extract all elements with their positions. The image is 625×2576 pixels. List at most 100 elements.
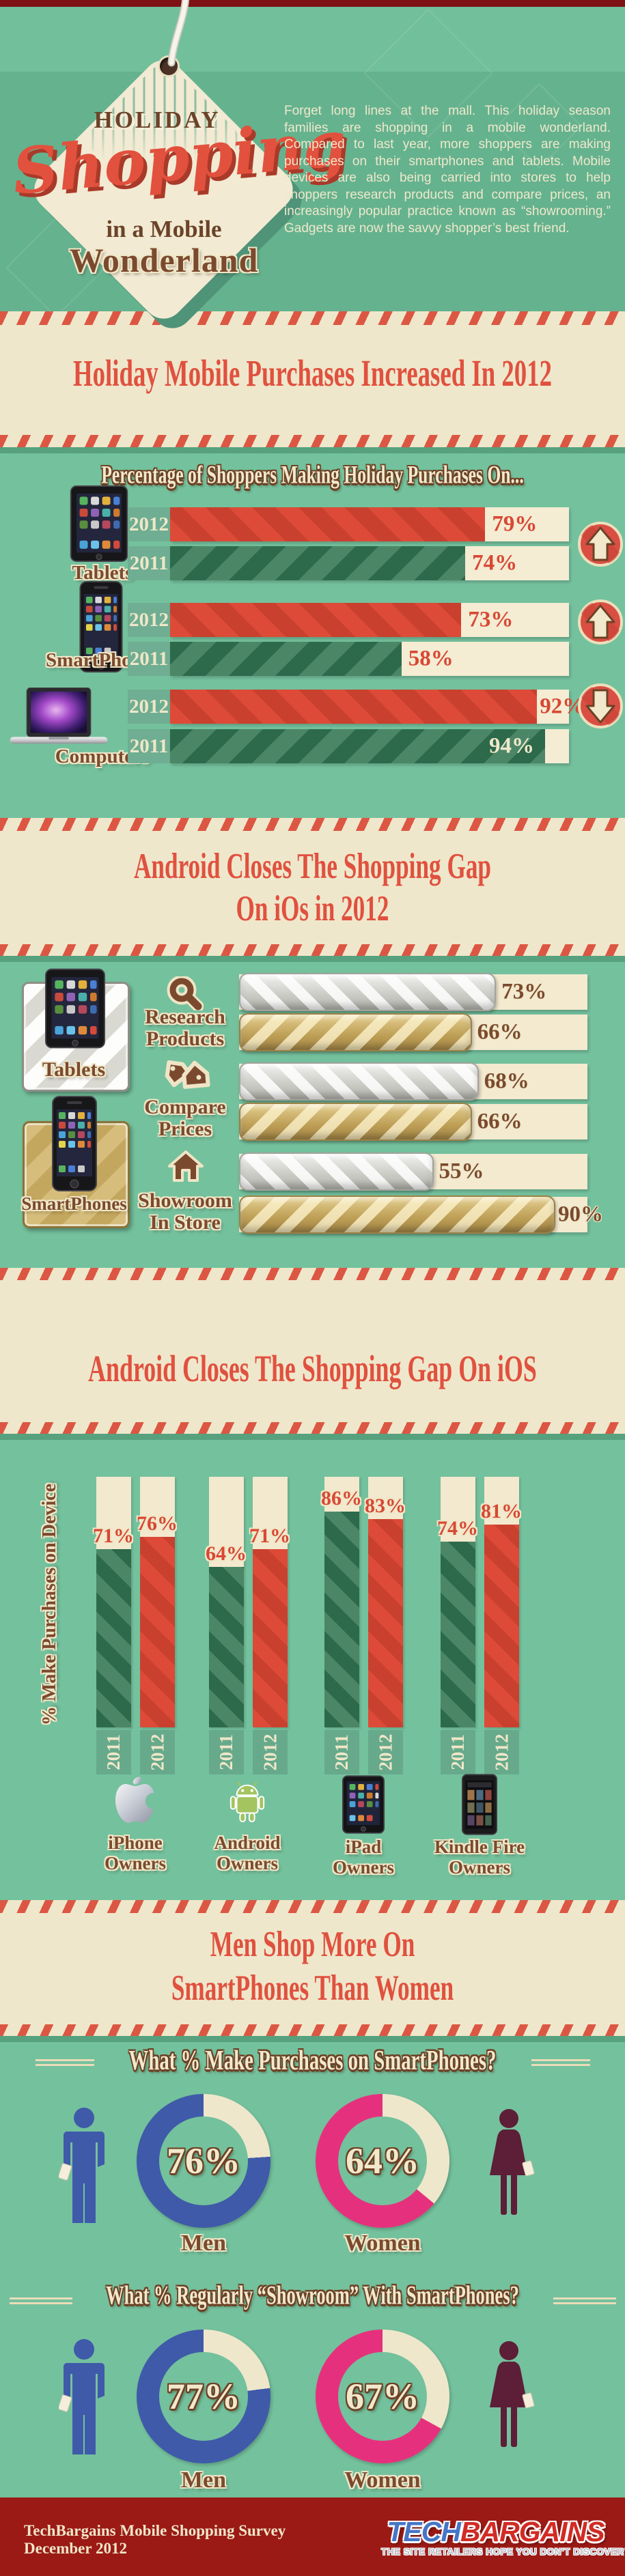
- logo-tagline: THE SITE RETAILERS HOPE YOU DON’T DISCOV…: [381, 2547, 625, 2557]
- bar-fill-smartphones: [239, 1195, 555, 1234]
- column-value: 64%: [206, 1542, 247, 1566]
- section1-title: Holiday Mobile Purchases Increased In 20…: [73, 352, 552, 395]
- bar-row-tablets-2012: 2012 79%: [128, 507, 569, 541]
- down-arrow-icon: [578, 683, 623, 728]
- section4-title-line1: Men Shop More On: [210, 1924, 415, 1964]
- bar-row-smartphones-2012: 2012 73%: [128, 603, 569, 637]
- bar-value: 66%: [477, 1109, 523, 1134]
- candy-stripe-divider: [0, 944, 625, 956]
- section2-title-line2: On iOs in 2012: [236, 888, 389, 929]
- bar-year-label: 2012: [128, 507, 170, 541]
- bar-fill-2011: [170, 729, 545, 763]
- column-value: 86%: [321, 1487, 362, 1510]
- bar-track: 55%: [239, 1152, 587, 1191]
- bar-value: 90%: [558, 1202, 603, 1227]
- bar-row-tablets-2011: 2011 74%: [128, 546, 569, 580]
- laptop-icon: [10, 688, 108, 744]
- label-men: Men: [180, 2467, 227, 2493]
- bar-value: 73%: [468, 607, 514, 632]
- section4-title-line2: SmartPhones Than Women: [171, 1968, 454, 2008]
- tablet-icon: [45, 968, 105, 1049]
- bar-value: 73%: [501, 979, 547, 1004]
- column-track: 83%: [365, 1477, 406, 1727]
- donut-value: 77%: [167, 2376, 240, 2417]
- woman-figure-icon: [490, 2109, 535, 2215]
- bar-track: 73%: [239, 973, 587, 1011]
- man-figure-icon: [59, 2108, 105, 2223]
- bar-track: 79%: [170, 507, 569, 541]
- column-value: 74%: [437, 1517, 478, 1540]
- card-label-tablets: Tablets: [42, 1058, 106, 1081]
- donut-men-showroom: 77%: [137, 2330, 270, 2463]
- column-value: 83%: [365, 1495, 406, 1518]
- up-arrow-icon: [578, 522, 623, 567]
- owner-label-ipad: iPad Owners: [333, 1837, 394, 1878]
- column-year-label: 2012: [140, 1730, 175, 1774]
- candy-stripe-divider: [0, 1268, 625, 1280]
- column-track: 71%: [93, 1477, 134, 1727]
- column-value: 76%: [137, 1512, 178, 1535]
- label-men: Men: [180, 2231, 227, 2256]
- column-fill-2012: [253, 1549, 288, 1727]
- owner-label-kindle-fire: Kindle Fire Owners: [434, 1837, 525, 1878]
- column-fill-2011: [209, 1567, 244, 1727]
- bar-value: 66%: [477, 1019, 523, 1045]
- donut-value: 67%: [346, 2376, 419, 2417]
- column-fill-2012: [368, 1519, 403, 1727]
- column-year-label: 2011: [96, 1730, 131, 1774]
- top-red-bar: [0, 0, 625, 7]
- column-track: 81%: [481, 1477, 522, 1727]
- bar-track: 74%: [170, 546, 569, 580]
- bar-value: 74%: [472, 550, 518, 576]
- logo-tech: TECH: [387, 2516, 461, 2547]
- bar-value: 55%: [439, 1159, 484, 1184]
- activity-label-showroom: Showroom In Store: [138, 1189, 232, 1234]
- y-axis-label: % Make Purchases on Device: [39, 1483, 60, 1726]
- ipad-icon: [342, 1775, 385, 1834]
- column-value: 81%: [481, 1499, 522, 1523]
- label-women: Women: [344, 2231, 421, 2256]
- logo-bargains: BARGAINS: [460, 2516, 605, 2547]
- column-value: 71%: [249, 1525, 290, 1548]
- decorative-line: [10, 2297, 72, 2304]
- bar-fill-smartphones: [239, 1103, 472, 1141]
- donut-value: 64%: [346, 2140, 419, 2181]
- donut-value: 76%: [167, 2140, 240, 2181]
- column-year-label: 2012: [484, 1730, 519, 1774]
- card-label-smartphones: SmartPhones: [21, 1193, 127, 1214]
- candy-stripe-divider: [0, 311, 625, 325]
- column-fill-2012: [140, 1537, 175, 1727]
- bar-fill-2012: [170, 507, 486, 541]
- column-track: 64%: [206, 1477, 247, 1727]
- bar-row-smartphones-2011: 2011 58%: [128, 642, 569, 676]
- price-tags-icon: [165, 1060, 210, 1089]
- candy-stripe-divider: [0, 818, 625, 831]
- bar-fill-tablets: [239, 1152, 434, 1191]
- footer-survey-text: TechBargains Mobile Shopping Survey Dece…: [24, 2522, 286, 2557]
- candy-stripe-divider: [0, 435, 625, 447]
- bar-track: 92%: [170, 690, 585, 724]
- bar-track: 68%: [239, 1062, 587, 1101]
- bar-fill-2012: [170, 690, 538, 724]
- bar-fill-smartphones: [239, 1013, 472, 1051]
- column-year-label: 2012: [253, 1730, 288, 1774]
- section3-title: Android Closes The Shopping Gap On iOS: [88, 1347, 537, 1390]
- bar-track: 66%: [239, 1013, 587, 1051]
- column-track: 86%: [321, 1477, 362, 1727]
- decorative-line: [36, 2059, 94, 2066]
- bar-fill-tablets: [239, 973, 497, 1011]
- kindle-fire-icon: [462, 1774, 497, 1835]
- donut-women-purchases: 64%: [316, 2094, 449, 2228]
- bar-track: 58%: [170, 642, 569, 676]
- tag-string-icon: [167, 0, 190, 67]
- bar-row-computers-2012: 2012 92%: [128, 690, 585, 724]
- bar-track: 90%: [239, 1195, 603, 1234]
- decorative-line: [553, 2297, 616, 2304]
- candy-stripe-divider: [0, 1422, 625, 1434]
- column-value: 71%: [93, 1525, 134, 1548]
- column-fill-2012: [484, 1524, 519, 1727]
- label-women: Women: [344, 2467, 421, 2493]
- bar-year-label: 2012: [128, 603, 170, 637]
- footer: TechBargains Mobile Shopping Survey Dece…: [0, 2497, 625, 2576]
- gender-q1-heading: What % Make Purchases on SmartPhones?: [128, 2044, 497, 2076]
